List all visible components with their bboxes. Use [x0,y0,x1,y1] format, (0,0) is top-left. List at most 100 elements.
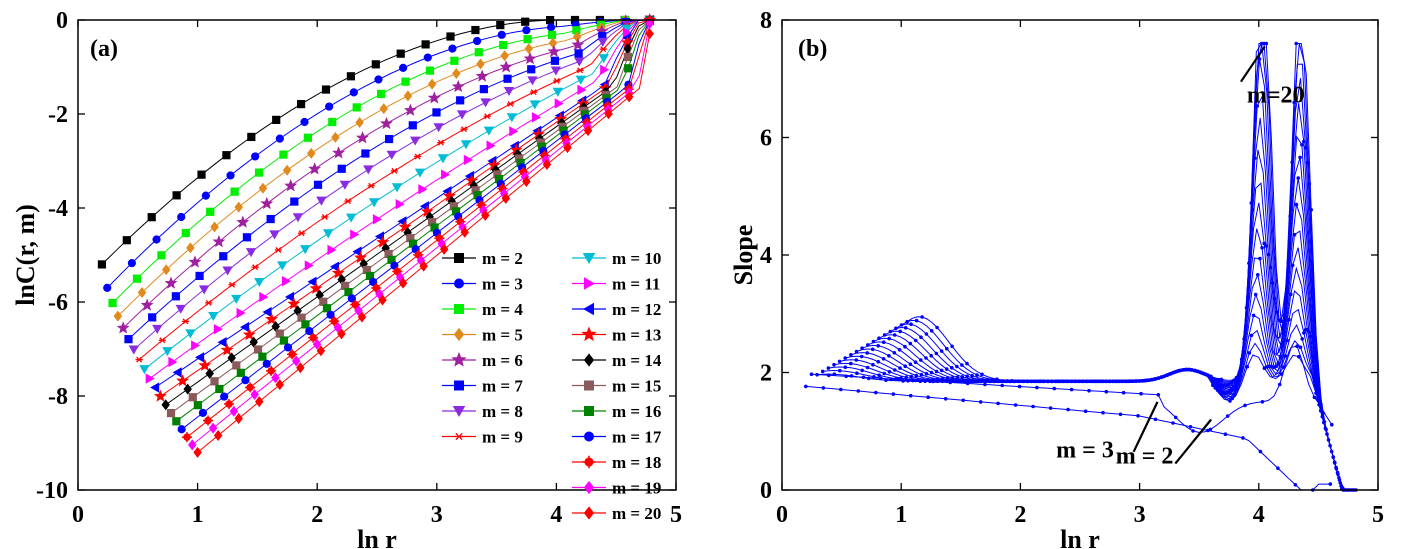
series-m12-point [172,367,182,378]
series-m8-point [363,165,374,175]
annotation-label: m=20 [1247,82,1305,108]
series-m16 [172,15,654,426]
series-m20-point [439,243,449,255]
slope-point [1264,244,1269,248]
slope-point [1297,354,1301,359]
legend-label: m = 19 [612,479,661,498]
series-m5-point [331,131,340,143]
series-m5-point [161,264,171,276]
series-m17-point [220,392,229,401]
slope-point [1104,389,1109,394]
slope-curve-m2 [804,384,1333,492]
slope-point [809,372,814,377]
series-m13-point [265,312,279,325]
slope-point [804,384,808,389]
legend-entry: m = 17 [572,428,662,447]
series-m5-point [379,103,389,115]
slope-point [1159,375,1164,379]
slope-point [899,323,904,327]
series-m9 [135,17,654,363]
series-m6-point [308,162,322,175]
series-m14-point [161,399,170,411]
series-m9-point [414,153,422,160]
series-m7-point [219,252,228,261]
slope-point [892,333,897,337]
series-m8-point [245,248,257,258]
series-m16-point [236,368,245,377]
slope-point [919,358,923,362]
slope-point [960,363,964,367]
series-m3-point [374,75,383,84]
series-m6-point [116,321,130,334]
slope-point [914,318,919,323]
slope-point [854,358,859,362]
slope-point [1295,344,1299,349]
series-m4-point [377,89,386,99]
series-m8-point [386,150,397,160]
series-m15-point [166,409,176,418]
series-m5-point [210,221,219,233]
slope-point [961,398,965,403]
slope-point [815,372,819,377]
slope-point [996,401,1000,406]
slope-point [826,366,831,370]
series-m20-point [193,446,202,458]
series-m20-point [624,91,634,103]
series-m13-point [198,358,212,371]
series-m20-point [255,396,264,408]
panel-a-label: (a) [90,36,118,62]
slope-point [872,375,876,379]
series-m10-point [391,183,403,193]
series-m9-point [599,46,607,53]
series-m9-point [135,356,143,363]
legend-marker [452,406,466,417]
legend-entry: m = 13 [572,326,661,345]
series-m8-point [222,266,233,276]
series-m8-point [410,136,421,146]
slope-point [1191,429,1195,433]
series-m16-point [344,288,353,297]
series-m18-point [287,349,298,360]
x-tick-label: 0 [776,502,788,528]
panel-b-ylabel: Slope [729,225,758,286]
series-m3-point [127,259,136,268]
series-m18-point [308,332,319,343]
series-m20-point [419,260,428,272]
series-m10-point [506,113,518,123]
series-m10-point [414,168,426,178]
slope-point [1294,41,1298,46]
slope-point [1278,354,1283,359]
panel-a-chart: 0 1 2 3 4 5 0 -2 -4 -6 -8 -10 (a) ln r lnC(r, m) m … [11,8,682,549]
series-m17-point [177,425,186,434]
slope-point [978,400,983,404]
series-m13-point [398,220,412,233]
slope-point [854,349,859,354]
series-m9-point [297,230,306,237]
series-m11-point [168,356,178,368]
series-m10-point [483,126,495,136]
series-m3-point [201,191,210,200]
slope-point [1276,361,1281,366]
series-m14 [161,14,654,411]
slope-point [1258,449,1263,454]
series-m19-point [271,372,280,384]
slope-point [945,376,950,381]
series-m6-point [332,146,346,159]
series-m17-point [347,294,356,303]
series-m10-point [185,329,196,339]
slope-point [1219,377,1224,382]
slope-point [944,367,949,371]
slope-point [849,361,853,366]
panel-b-xlabel: ln r [1060,525,1100,549]
slope-point [1136,414,1140,418]
slope-point [887,336,891,341]
legend-marker [583,353,595,367]
legend-marker [453,327,465,342]
series-m13-point [443,189,456,202]
series-m20-point [316,345,326,357]
slope-point [882,333,887,337]
legend-label: m = 13 [612,326,661,345]
slope-point [1230,387,1234,392]
slope-point [950,366,954,370]
legend-marker [454,253,464,263]
